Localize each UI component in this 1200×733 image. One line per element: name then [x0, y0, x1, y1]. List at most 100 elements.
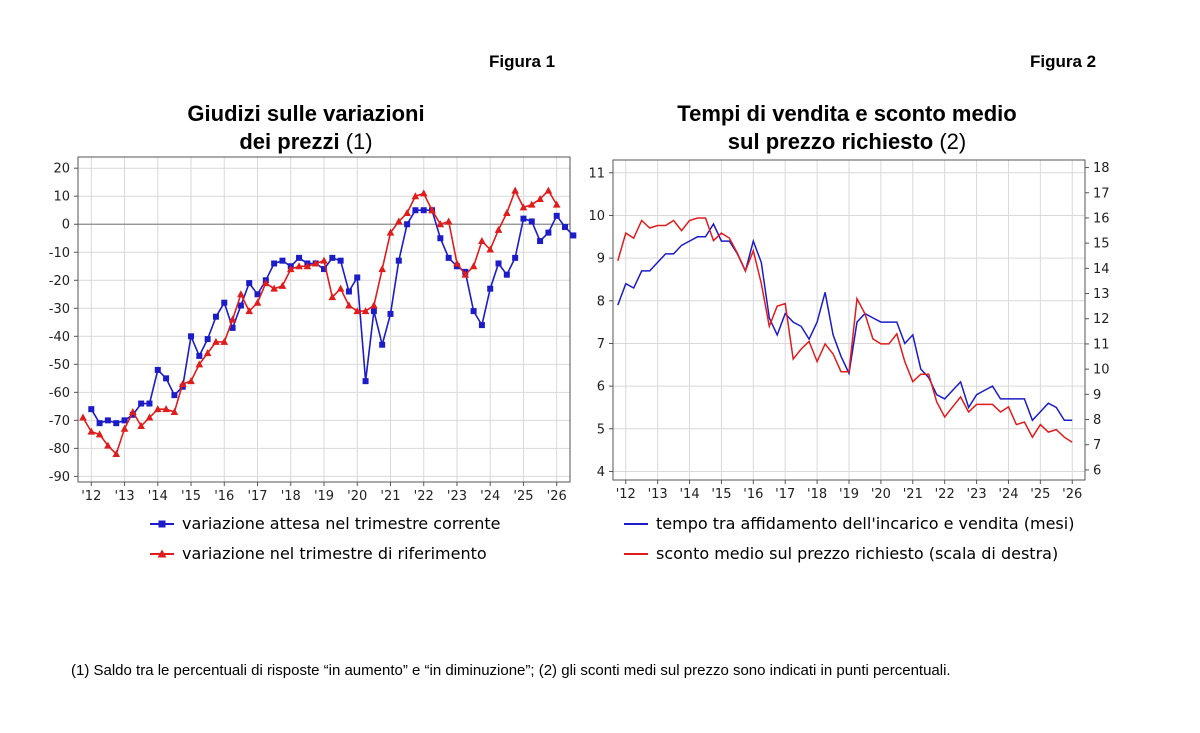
data-point	[212, 313, 219, 320]
y-right-tick-label: 13	[1093, 287, 1110, 302]
data-point	[320, 256, 328, 264]
y-right-tick-label: 9	[1093, 388, 1101, 403]
x-tick-label: '19	[314, 489, 334, 504]
data-point	[170, 407, 179, 415]
data-point	[445, 254, 452, 261]
data-point	[96, 420, 103, 427]
x-tick-label: '18	[807, 487, 827, 502]
data-point	[303, 262, 312, 270]
x-tick-label: '20	[347, 489, 367, 504]
x-tick-label: '26	[1062, 487, 1082, 502]
data-point	[237, 290, 245, 298]
data-point	[378, 265, 386, 273]
data-point	[503, 209, 511, 217]
data-point	[444, 217, 453, 225]
data-point	[370, 301, 378, 309]
y-left-tick-label: 10	[588, 209, 605, 224]
data-point	[270, 284, 278, 292]
data-point	[403, 209, 411, 217]
data-point	[171, 392, 178, 399]
y-right-tick-label: 7	[1093, 438, 1101, 453]
x-tick-label: '18	[281, 489, 301, 504]
data-point	[503, 271, 510, 278]
data-point	[361, 307, 370, 315]
y-tick-label: -60	[49, 386, 70, 401]
data-point	[419, 189, 428, 197]
y-tick-label: 10	[53, 190, 70, 205]
chart-2-title-line1: Tempi di vendita e sconto medio	[677, 101, 1017, 126]
data-point	[321, 266, 327, 273]
data-point	[570, 232, 577, 239]
figure-1-label: Figura 1	[489, 52, 556, 71]
y-left-tick-label: 7	[597, 337, 605, 352]
data-point	[196, 352, 203, 359]
chart-2-legend-item-blue: tempo tra affidamento dell'incarico e ve…	[624, 509, 1074, 539]
x-tick-label: '12	[81, 489, 101, 504]
x-tick-label: '22	[414, 489, 434, 504]
data-point	[370, 308, 377, 315]
data-point	[212, 337, 220, 345]
data-point	[544, 186, 553, 194]
chart-1-legend-label-blue: variazione attesa nel trimestre corrente	[182, 514, 501, 533]
y-left-tick-label: 5	[597, 422, 605, 437]
square-marker-icon	[150, 520, 174, 528]
data-point	[520, 215, 527, 222]
data-point	[245, 307, 254, 315]
plot-frame	[612, 159, 1086, 481]
y-left-tick-label: 9	[597, 252, 605, 267]
data-point	[487, 285, 494, 292]
data-point	[436, 220, 445, 228]
y-tick-label: 20	[53, 162, 70, 177]
data-point	[246, 280, 253, 287]
x-tick-label: '20	[871, 487, 891, 502]
data-point	[328, 293, 337, 301]
chart-1-title-line1: Giudizi sulle variazioni	[187, 101, 425, 126]
data-point	[345, 301, 353, 309]
chart-1-title-line2: dei prezzi	[239, 129, 340, 154]
data-point	[220, 337, 229, 345]
data-point	[163, 375, 170, 382]
x-tick-label: '26	[547, 489, 567, 504]
y-tick-label: 0	[62, 218, 70, 233]
data-point	[528, 218, 535, 225]
data-point	[345, 288, 352, 295]
data-point	[519, 203, 528, 211]
x-tick-label: '13	[648, 487, 668, 502]
data-point	[495, 260, 502, 267]
series-line	[82, 188, 558, 456]
data-point	[204, 336, 211, 343]
series-line	[617, 217, 1073, 443]
chart-1-legend: variazione attesa nel trimestre corrente…	[150, 509, 500, 569]
chart-1-legend-label-red: variazione nel trimestre di riferimento	[182, 544, 487, 563]
y-right-tick-label: 11	[1093, 337, 1110, 352]
data-point	[478, 237, 486, 245]
footnote: (1) Saldo tra le percentuali di risposte…	[71, 662, 951, 679]
y-tick-label: -10	[49, 246, 70, 261]
data-point	[104, 417, 111, 424]
data-point	[137, 421, 145, 429]
y-tick-label: -30	[49, 302, 70, 317]
y-left-tick-label: 8	[597, 294, 605, 309]
y-right-tick-label: 17	[1093, 186, 1110, 201]
data-point	[537, 238, 544, 245]
data-point	[336, 284, 345, 292]
data-point	[387, 310, 394, 317]
x-tick-label: '12	[616, 487, 636, 502]
y-tick-label: -80	[49, 442, 70, 457]
y-right-tick-label: 8	[1093, 413, 1101, 428]
data-point	[353, 307, 362, 315]
data-point	[420, 207, 427, 214]
x-tick-label: '23	[447, 489, 467, 504]
data-point	[527, 200, 536, 208]
chart-2-legend-label-blue: tempo tra affidamento dell'incarico e ve…	[656, 514, 1075, 533]
chart-2-title: Tempi di vendita e sconto medio sul prez…	[637, 100, 1057, 156]
chart-2-legend-item-red: sconto medio sul prezzo richiesto (scala…	[624, 539, 1074, 569]
data-point	[104, 441, 112, 449]
data-point	[178, 379, 187, 387]
y-tick-label: -50	[49, 358, 70, 373]
data-point	[412, 207, 419, 214]
data-point	[228, 315, 237, 323]
x-tick-label: '24	[998, 487, 1018, 502]
x-tick-label: '24	[480, 489, 500, 504]
data-point	[146, 400, 153, 407]
